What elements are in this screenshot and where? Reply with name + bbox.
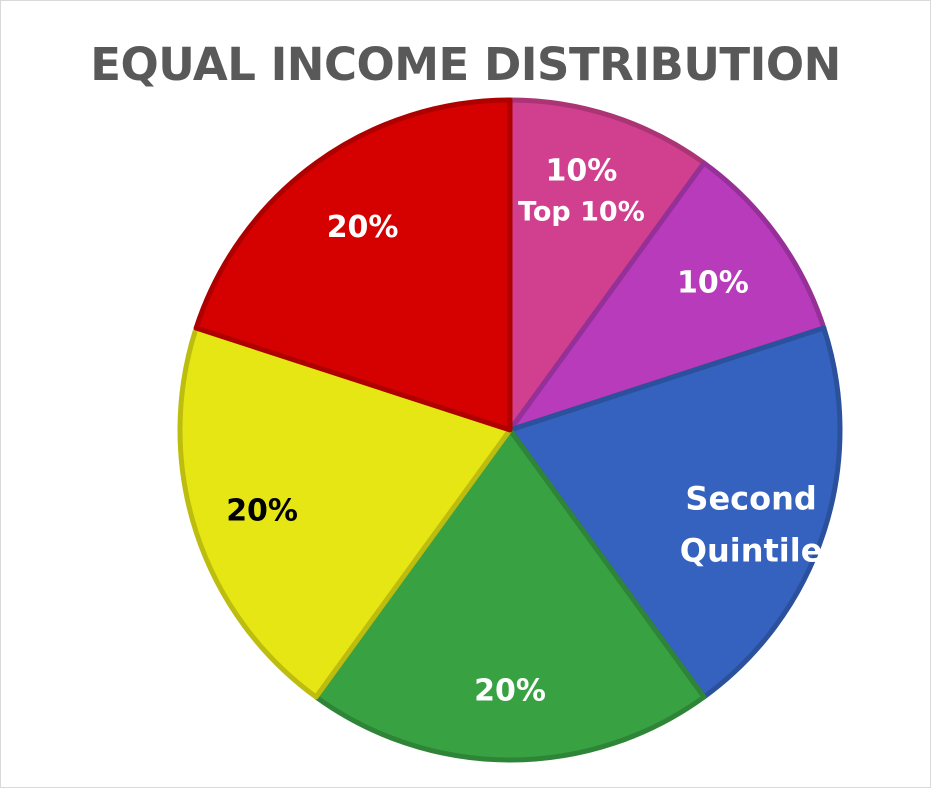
slice-name-1: Top 10% [518,196,645,227]
pie-slice-1 [507,97,707,433]
pie-slice-5 [177,325,513,700]
pie-slice-6 [193,97,513,433]
pie-slice-3 [507,325,843,700]
slice-label-3: 20% [855,483,927,518]
slice-name-3-line-2: Quintile [680,532,823,570]
chart-title: EQUAL INCOME DISTRIBUTION [90,38,841,91]
slice-label-1: 10% [545,153,617,188]
slice-name-3-line-1: Second [685,480,816,518]
slice-label-5: 20% [226,494,298,529]
slice-label-6: 20% [327,210,399,245]
pie-slice-4 [313,427,707,763]
slice-label-2: 10% [677,266,749,301]
pie-slice-2 [507,160,827,433]
slice-label-4: 20% [474,674,546,709]
